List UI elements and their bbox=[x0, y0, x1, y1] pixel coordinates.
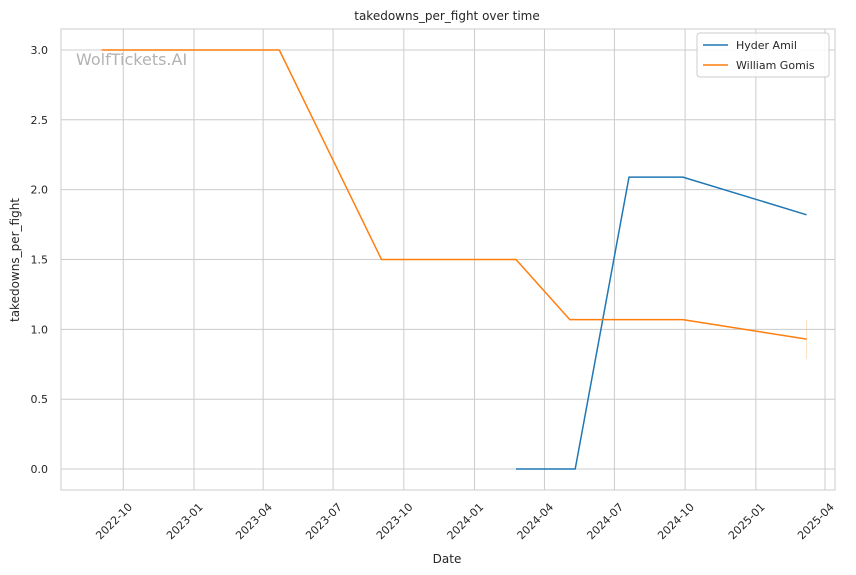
x-tick-label: 2024-10 bbox=[655, 501, 697, 543]
legend: Hyder Amil William Gomis bbox=[696, 32, 830, 78]
x-tick-label: 2025-04 bbox=[795, 501, 837, 543]
x-tick-label: 2023-07 bbox=[303, 501, 345, 543]
series-line-1 bbox=[516, 176, 807, 470]
y-tick-label: 2.0 bbox=[31, 184, 49, 197]
legend-box bbox=[696, 32, 830, 78]
series-line-2 bbox=[101, 49, 807, 340]
legend-label-1: Hyder Amil bbox=[736, 39, 797, 52]
y-tick-label: 0.5 bbox=[31, 393, 49, 406]
y-axis-title: takedowns_per_fight bbox=[8, 198, 22, 322]
series-layer bbox=[101, 49, 807, 470]
x-tick-label: 2023-10 bbox=[374, 501, 416, 543]
x-tick-label: 2023-01 bbox=[164, 501, 206, 543]
x-tick-label: 2024-04 bbox=[515, 501, 557, 543]
y-tick-label: 1.0 bbox=[31, 323, 49, 336]
watermark-text: WolfTickets.AI bbox=[76, 50, 187, 69]
x-tick-label: 2023-04 bbox=[233, 501, 275, 543]
y-tick-labels: 0.0 0.5 1.0 1.5 2.0 2.5 3.0 bbox=[31, 44, 49, 476]
y-tick-label: 3.0 bbox=[31, 44, 49, 57]
x-tick-label: 2022-10 bbox=[93, 501, 135, 543]
x-tick-label: 2025-01 bbox=[726, 501, 768, 543]
y-tick-label: 0.0 bbox=[31, 463, 49, 476]
y-tick-label: 2.5 bbox=[31, 114, 49, 127]
x-tick-label: 2024-07 bbox=[584, 501, 626, 543]
x-axis-title: Date bbox=[433, 552, 462, 566]
plot-frame bbox=[60, 28, 836, 491]
y-tick-label: 1.5 bbox=[31, 254, 49, 267]
legend-label-2: William Gomis bbox=[736, 59, 815, 72]
x-tick-labels: 2022-10 2023-01 2023-04 2023-07 2023-10 2024-… bbox=[93, 501, 836, 543]
chart-title: takedowns_per_fight over time bbox=[354, 9, 540, 23]
x-tick-label: 2024-01 bbox=[445, 501, 487, 543]
